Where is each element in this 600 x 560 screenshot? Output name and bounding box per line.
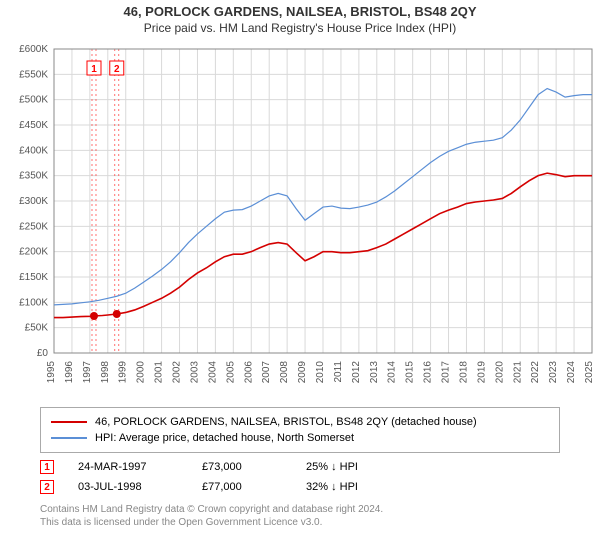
svg-text:1995: 1995	[46, 361, 57, 384]
svg-text:2020: 2020	[494, 361, 505, 384]
event-delta: 25% ↓ HPI	[306, 461, 396, 473]
svg-text:£550K: £550K	[19, 69, 48, 80]
svg-text:1999: 1999	[118, 361, 129, 384]
svg-text:£400K: £400K	[19, 145, 48, 156]
svg-text:£50K: £50K	[25, 323, 49, 334]
svg-text:2013: 2013	[369, 361, 380, 384]
event-row: 2 03-JUL-1998 £77,000 32% ↓ HPI	[40, 477, 560, 497]
legend-swatch	[51, 421, 87, 423]
svg-text:2017: 2017	[441, 361, 452, 384]
event-marker: 2	[40, 480, 54, 494]
svg-text:2014: 2014	[387, 361, 398, 384]
svg-text:2024: 2024	[566, 361, 577, 384]
svg-text:2009: 2009	[297, 361, 308, 384]
svg-text:2008: 2008	[279, 361, 290, 384]
svg-text:2: 2	[114, 64, 120, 75]
legend-row: HPI: Average price, detached house, Nort…	[51, 430, 549, 446]
svg-text:£300K: £300K	[19, 196, 48, 207]
svg-text:2002: 2002	[172, 361, 183, 384]
svg-text:2018: 2018	[458, 361, 469, 384]
price-chart: £0 £50K £100K £150K £200K £250K £300K £350K £400…	[0, 39, 600, 399]
legend-label: 46, PORLOCK GARDENS, NAILSEA, BRISTOL, B…	[95, 416, 477, 428]
page-title: 46, PORLOCK GARDENS, NAILSEA, BRISTOL, B…	[0, 0, 600, 19]
svg-text:2016: 2016	[423, 361, 434, 384]
legend-label: HPI: Average price, detached house, Nort…	[95, 432, 354, 444]
svg-text:2003: 2003	[189, 361, 200, 384]
event-price: £77,000	[202, 481, 282, 493]
svg-text:2007: 2007	[261, 361, 272, 384]
legend-swatch	[51, 437, 87, 439]
chart-legend: 46, PORLOCK GARDENS, NAILSEA, BRISTOL, B…	[40, 407, 560, 453]
svg-text:1: 1	[91, 64, 97, 75]
footer-attribution: Contains HM Land Registry data © Crown c…	[40, 503, 560, 529]
legend-row: 46, PORLOCK GARDENS, NAILSEA, BRISTOL, B…	[51, 414, 549, 430]
event-price: £73,000	[202, 461, 282, 473]
svg-text:2005: 2005	[225, 361, 236, 384]
svg-text:1997: 1997	[82, 361, 93, 384]
svg-text:2012: 2012	[351, 361, 362, 384]
svg-text:1998: 1998	[100, 361, 111, 384]
svg-text:£250K: £250K	[19, 221, 48, 232]
svg-text:£150K: £150K	[19, 272, 48, 283]
svg-text:2025: 2025	[584, 361, 595, 384]
svg-text:£200K: £200K	[19, 247, 48, 258]
svg-text:2011: 2011	[333, 361, 344, 383]
svg-text:2021: 2021	[512, 361, 523, 384]
svg-text:£450K: £450K	[19, 120, 48, 131]
svg-text:2010: 2010	[315, 361, 326, 384]
event-row: 1 24-MAR-1997 £73,000 25% ↓ HPI	[40, 457, 560, 477]
svg-text:2004: 2004	[207, 361, 218, 384]
event-marker: 1	[40, 460, 54, 474]
svg-text:£100K: £100K	[19, 297, 48, 308]
svg-text:2023: 2023	[548, 361, 559, 384]
svg-text:2022: 2022	[530, 361, 541, 384]
svg-text:2015: 2015	[405, 361, 416, 384]
svg-text:£600K: £600K	[19, 44, 48, 55]
footer-line: Contains HM Land Registry data © Crown c…	[40, 503, 560, 516]
svg-text:2006: 2006	[243, 361, 254, 384]
svg-text:2000: 2000	[136, 361, 147, 384]
sale-events: 1 24-MAR-1997 £73,000 25% ↓ HPI 2 03-JUL-1998…	[40, 457, 560, 497]
page-subtitle: Price paid vs. HM Land Registry's House …	[0, 19, 600, 39]
event-delta: 32% ↓ HPI	[306, 481, 396, 493]
svg-text:£500K: £500K	[19, 95, 48, 106]
svg-text:2019: 2019	[476, 361, 487, 384]
footer-line: This data is licensed under the Open Gov…	[40, 516, 560, 529]
event-date: 24-MAR-1997	[78, 461, 178, 473]
svg-text:£350K: £350K	[19, 171, 48, 182]
svg-text:2001: 2001	[154, 361, 165, 384]
svg-text:1996: 1996	[64, 361, 75, 384]
svg-text:£0: £0	[37, 348, 49, 359]
event-date: 03-JUL-1998	[78, 481, 178, 493]
